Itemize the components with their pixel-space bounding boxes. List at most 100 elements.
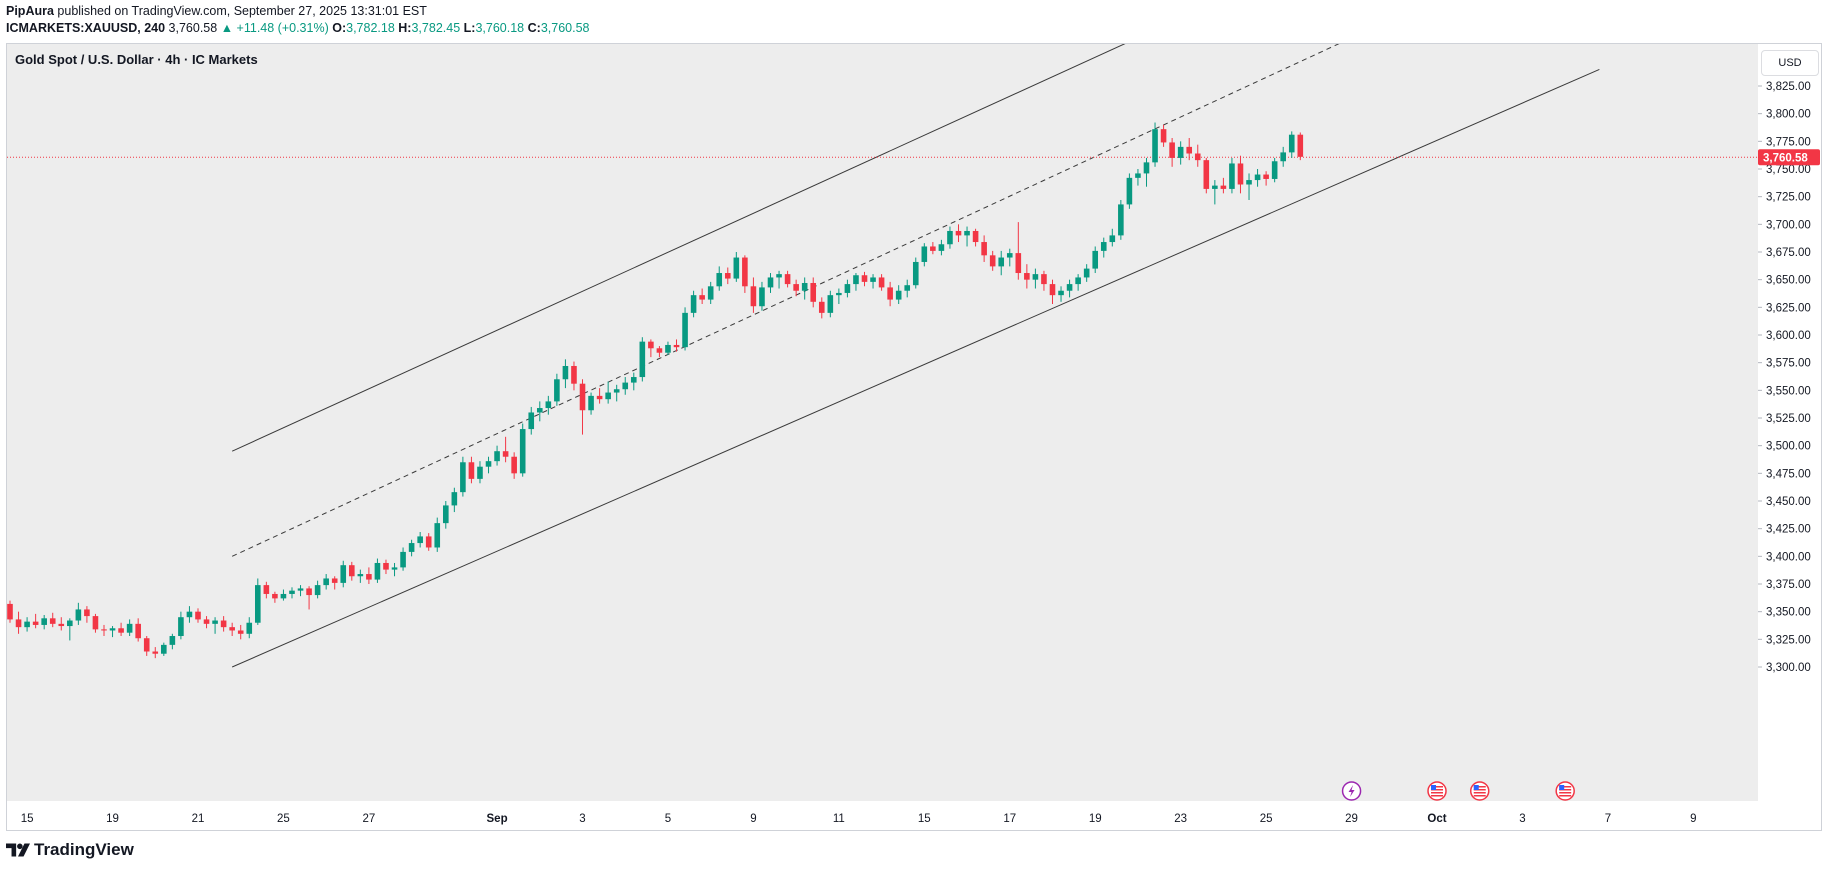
currency-selector[interactable]: USD [1761,50,1819,76]
candle-body [1177,146,1184,158]
published-info: published on TradingView.com, September … [57,4,427,18]
x-tick-label: 11 [833,813,845,825]
candle-body [665,344,671,353]
candle-body [451,492,458,506]
candle-body [255,585,261,623]
candle-body [1212,185,1218,189]
candle-body [1083,268,1090,278]
candle-body [460,462,466,493]
candle-body [904,285,911,291]
flag-stripe [1559,795,1572,797]
candle-body [118,628,124,633]
candle-body [1015,253,1022,274]
candle-body [947,230,953,245]
flag-stripe [1559,786,1572,788]
candle-body [844,284,851,293]
y-tick-label: 3,650.00 [1766,275,1811,287]
candle-body [143,638,150,652]
candle-body [776,274,782,278]
candle-body [1092,250,1099,269]
candle-body [75,609,82,621]
candle-body [759,287,765,307]
candle-body [571,365,577,384]
channel-upper-line[interactable] [231,0,1274,452]
candle-body [84,609,90,617]
candle-body [981,242,987,256]
symbol-label: ICMARKETS:XAUUSD, 240 [6,21,166,35]
candle-body [1263,174,1269,179]
flag-stripe [1431,792,1444,794]
last-price: 3,760.58 [168,21,218,35]
high-value: 3,782.45 [411,21,461,35]
x-tick-label: 29 [1345,813,1358,825]
candle-body [195,611,201,620]
candle-body [955,230,962,236]
candle-body [1109,235,1116,243]
tradingview-brand: TradingView [34,840,134,859]
candle-body [921,246,928,262]
candle-body [622,382,629,390]
flag-stripe [1473,789,1486,791]
flag-stripe [1431,789,1444,791]
candle-body [126,623,133,633]
us-flag-icon [1469,781,1490,801]
candle-body [186,611,193,618]
candle-body [289,590,295,594]
flag-stripe [1431,786,1444,788]
plot-area[interactable] [7,44,1758,801]
candle-body [861,275,868,282]
candle-body [707,286,714,300]
candle-body [682,312,688,348]
author-name[interactable]: PipAura [6,4,54,18]
close-label: C: [527,21,541,35]
candle-body [750,286,757,307]
candle-body [494,451,500,462]
candle-body [434,523,441,548]
candle-body [912,261,919,286]
candle-body [699,295,705,300]
y-tick-label: 3,700.00 [1766,219,1811,231]
y-tick-label: 3,350.00 [1766,607,1811,619]
candle-body [1288,134,1295,153]
candle-body [400,551,406,568]
y-tick-label: 3,325.00 [1766,634,1811,646]
symbol-line: ICMARKETS:XAUUSD, 240 3,760.58 ▲ +11.48 … [6,21,589,35]
candle-body [49,618,56,624]
candle-body [562,365,569,380]
candle-body [1058,290,1064,296]
y-tick-label: 3,800.00 [1766,109,1811,121]
channel-lower-line[interactable] [231,68,1600,668]
x-tick-label: Oct [1427,813,1446,825]
x-tick-label: 27 [362,813,375,825]
candle-body [92,616,99,630]
candle-body [408,543,415,552]
candle-body [878,277,885,288]
low-value: 3,760.18 [475,21,525,35]
candle-body [1186,146,1193,154]
candle-body [1194,153,1201,161]
candle-body [109,628,116,631]
x-tick-label: 15 [21,813,34,825]
y-tick-label: 3,400.00 [1766,551,1811,563]
candle-body [827,295,834,313]
candle-body [1160,129,1167,143]
x-tick-label: 19 [1089,813,1102,825]
candle-body [588,395,594,411]
tradingview-logo[interactable]: TradingView [6,840,134,860]
candle-body [767,277,774,288]
candle-body [1169,142,1175,158]
candle-body [58,623,65,627]
y-tick-label: 3,625.00 [1766,302,1811,314]
candle-body [340,565,347,583]
flag-stripe [1473,795,1486,797]
candle-body [1246,180,1252,185]
last-price-badge [1758,149,1820,166]
candle-body [733,257,740,279]
candle-body [323,578,329,586]
flag-stripe [1473,786,1486,788]
candle-body [220,620,227,628]
channel-middle-line[interactable] [231,0,1462,557]
y-tick-label: 3,750.00 [1766,164,1811,176]
candle-body [554,379,560,402]
